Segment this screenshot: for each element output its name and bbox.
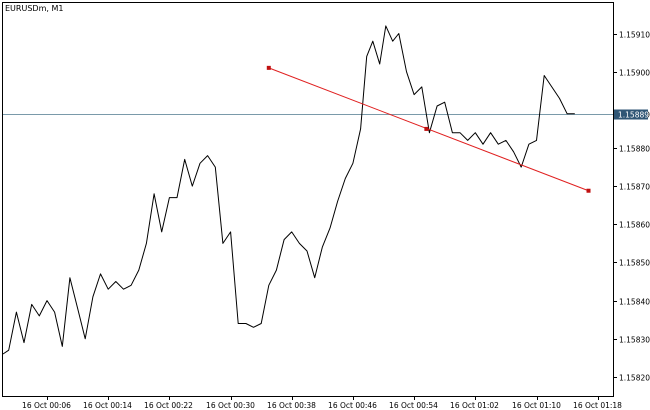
x-tick-label: 16 Oct 00:54: [389, 401, 438, 410]
y-tick-label: 1.15820: [619, 374, 650, 383]
x-tick-label: 16 Oct 01:10: [512, 401, 561, 410]
y-tick-label: 1.15840: [619, 298, 650, 307]
current-bid-label: 1.15889: [614, 109, 649, 120]
y-tick-label: 1.15860: [619, 221, 650, 230]
trendline-object[interactable]: [266, 65, 591, 193]
x-tick-label: 16 Oct 00:22: [144, 401, 193, 410]
y-tick-label: 1.15880: [619, 145, 650, 154]
current-bid-label-text: 1.15889: [618, 111, 649, 120]
current-bid-label-background: [614, 109, 648, 120]
trendline[interactable]: [268, 67, 589, 192]
x-tick-label: 16 Oct 00:46: [328, 401, 377, 410]
price-axis[interactable]: 1.15910 1.15900 1.15889 1.15880 1.15870 1.158…: [613, 31, 650, 383]
trendline-anchor-point[interactable]: [266, 65, 271, 70]
x-tick-label: 16 Oct 00:30: [206, 401, 255, 410]
x-tick-label: 16 Oct 00:06: [22, 401, 71, 410]
x-tick-label: 16 Oct 01:02: [450, 401, 499, 410]
y-tick-label: 1.15830: [619, 336, 650, 345]
y-tick-label: 1.15900: [619, 69, 650, 78]
y-tick-label: 1.15870: [619, 183, 650, 192]
x-tick-label: 16 Oct 01:18: [573, 401, 622, 410]
x-tick-label: 16 Oct 00:38: [267, 401, 316, 410]
plot-area[interactable]: [2, 2, 614, 397]
price-series-line: [2, 25, 575, 355]
trendline-anchor-point[interactable]: [424, 126, 429, 131]
y-tick-label: 1.15850: [619, 259, 650, 268]
y-tick-label: 1.15910: [619, 31, 650, 40]
time-axis[interactable]: 16 Oct 00:06 16 Oct 00:14 16 Oct 00:22 16 O…: [22, 396, 622, 410]
x-tick-label: 16 Oct 00:14: [83, 401, 132, 410]
symbol-title: EURUSDm, M1: [5, 4, 63, 13]
trendline-anchor-point[interactable]: [586, 188, 591, 193]
